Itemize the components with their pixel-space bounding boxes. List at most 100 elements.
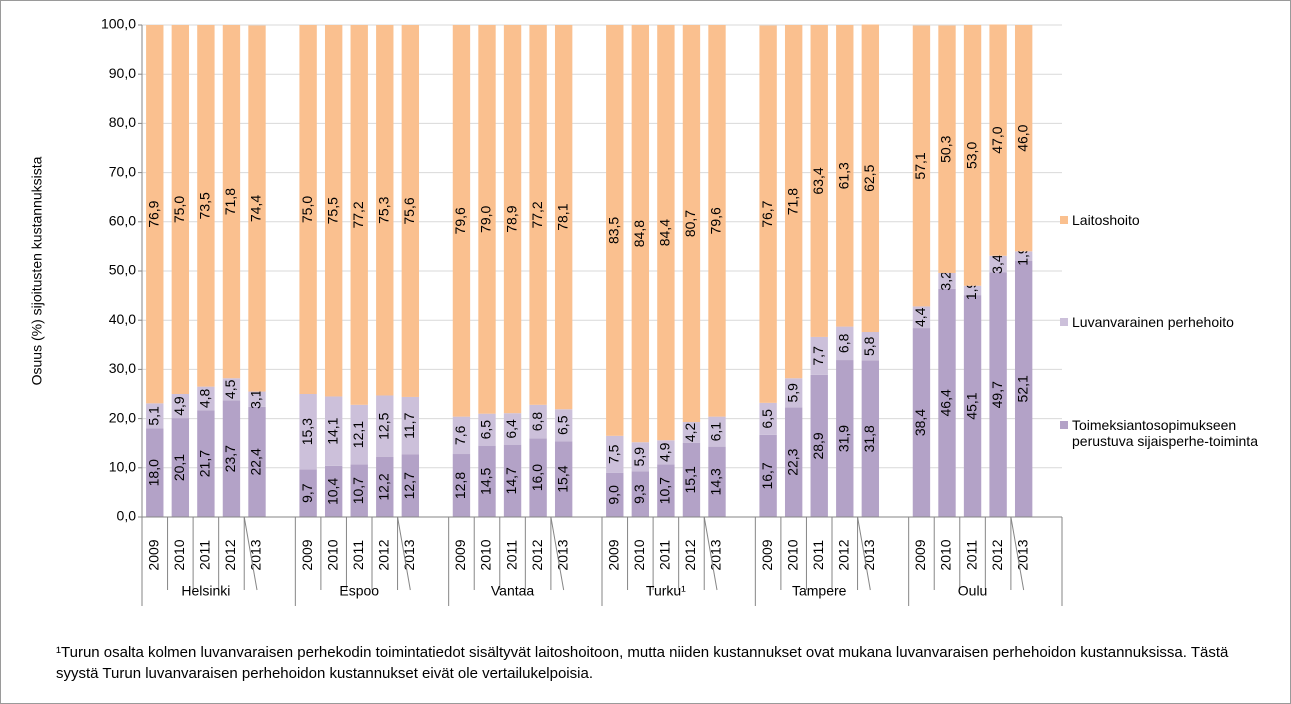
- x-tick-label: 2011: [657, 540, 673, 570]
- data-label: 62,5: [861, 164, 877, 191]
- x-tick-label: 2010: [784, 539, 800, 570]
- bar-segment: [350, 404, 368, 465]
- bar-segment: [708, 446, 726, 517]
- x-tick: [703, 516, 718, 591]
- data-label: 12,8: [452, 472, 468, 499]
- data-label: 4,5: [222, 379, 238, 399]
- bar-segment: [631, 442, 650, 472]
- data-label: 10,7: [657, 477, 673, 504]
- data-label: 61,3: [835, 162, 851, 189]
- data-label: 12,2: [375, 473, 391, 500]
- bar-segment: [938, 288, 956, 517]
- bar-segment: [912, 25, 931, 307]
- data-label: 11,7: [401, 412, 417, 438]
- y-tick-label: 70,0: [109, 163, 136, 179]
- data-label: 77,2: [350, 201, 366, 228]
- data-label: 80,7: [682, 210, 698, 237]
- bar-segment: [376, 456, 394, 517]
- x-tick-label: 2011: [350, 540, 366, 570]
- legend-swatch: [1060, 318, 1068, 326]
- bar-segment: [810, 25, 828, 337]
- data-label: 5,1: [145, 406, 161, 426]
- data-label: 5,8: [861, 336, 877, 356]
- data-label: 53,0: [963, 142, 979, 169]
- data-label: 15,1: [682, 466, 698, 493]
- data-label: 75,6: [401, 197, 417, 224]
- y-tick-label: 50,0: [109, 262, 136, 278]
- data-label: 77,2: [529, 201, 545, 228]
- legend-label: Laitoshoito: [1072, 212, 1140, 228]
- data-label: 12,1: [350, 421, 366, 448]
- bar-segment: [299, 469, 317, 517]
- x-tick-label: 2011: [963, 540, 979, 570]
- bar-segment: [606, 435, 624, 473]
- x-tick: [550, 516, 565, 591]
- bar-segment: [963, 295, 982, 517]
- data-label: 15,3: [299, 418, 315, 445]
- data-label: 75,0: [171, 196, 187, 223]
- legend-item: Luvanvarainen perhehoito: [1060, 314, 1260, 330]
- bar-segment: [401, 454, 420, 517]
- data-label: 46,0: [1014, 124, 1030, 151]
- data-label: 73,5: [197, 192, 213, 219]
- x-tick-label: 2010: [631, 539, 647, 570]
- x-tick-label: 2011: [503, 540, 519, 570]
- x-tick-label: 2009: [759, 539, 775, 570]
- data-label: 79,0: [478, 206, 494, 233]
- legend-item: Toimeksiantosopimukseen perustuva sijais…: [1060, 417, 1260, 449]
- bar-segment: [324, 25, 343, 397]
- data-label: 78,1: [554, 203, 570, 230]
- bar-segment: [836, 360, 854, 517]
- bar-segment: [222, 25, 241, 379]
- bar-segment: [708, 25, 726, 417]
- bar-segment: [759, 434, 777, 517]
- bar-segment: [299, 25, 317, 394]
- data-label: 52,1: [1014, 375, 1030, 402]
- data-label: 4,8: [197, 388, 213, 408]
- bar-segment: [171, 418, 190, 517]
- bar-segment: [836, 25, 854, 327]
- bar-segment: [554, 441, 573, 517]
- y-tick-label: 100,0: [101, 16, 136, 32]
- data-label: 38,4: [912, 409, 928, 436]
- bar-segment: [248, 391, 266, 407]
- data-label: 5,9: [631, 447, 647, 467]
- data-label: 75,3: [375, 196, 391, 223]
- y-axis-title: Osuus (%) sijoitusten kustannuksista: [29, 156, 45, 385]
- bar-segment: [1014, 260, 1033, 517]
- y-tick-label: 30,0: [109, 360, 136, 376]
- bar-segment: [784, 25, 803, 379]
- data-label: 76,9: [145, 200, 161, 227]
- x-tick-label: 2012: [375, 539, 391, 570]
- data-label: 78,9: [503, 205, 519, 232]
- data-label: 46,4: [938, 389, 954, 416]
- bar-segment: [248, 406, 266, 517]
- bar-segment: [171, 25, 190, 394]
- x-tick-label: 2009: [912, 539, 928, 570]
- bar-segment: [529, 25, 547, 405]
- data-label: 28,9: [810, 432, 826, 459]
- y-tick-label: 10,0: [109, 459, 136, 475]
- bar-segment: [938, 272, 956, 289]
- data-label: 20,1: [171, 454, 187, 481]
- x-tick: [397, 516, 411, 591]
- x-tick-label: 2013: [861, 539, 877, 570]
- x-tick-label: 2012: [835, 539, 851, 570]
- data-label: 6,5: [759, 409, 775, 429]
- bar-segment: [784, 407, 803, 517]
- bar-segment: [478, 413, 496, 446]
- x-tick-label: 2009: [605, 539, 621, 570]
- bar-segment: [401, 25, 420, 397]
- bar-segment: [478, 445, 496, 517]
- data-label: 63,4: [810, 167, 826, 194]
- data-label: 79,6: [452, 207, 468, 234]
- x-tick-label: 2011: [810, 540, 826, 570]
- bar-segment: [376, 25, 394, 396]
- bar-segment: [248, 25, 266, 392]
- x-tick-label: 2013: [1014, 539, 1030, 570]
- y-tick-label: 90,0: [109, 65, 136, 81]
- bar-segment: [606, 472, 624, 517]
- bar-segment: [708, 416, 726, 447]
- bar-segment: [299, 394, 317, 470]
- x-tick-label: 2013: [401, 539, 417, 570]
